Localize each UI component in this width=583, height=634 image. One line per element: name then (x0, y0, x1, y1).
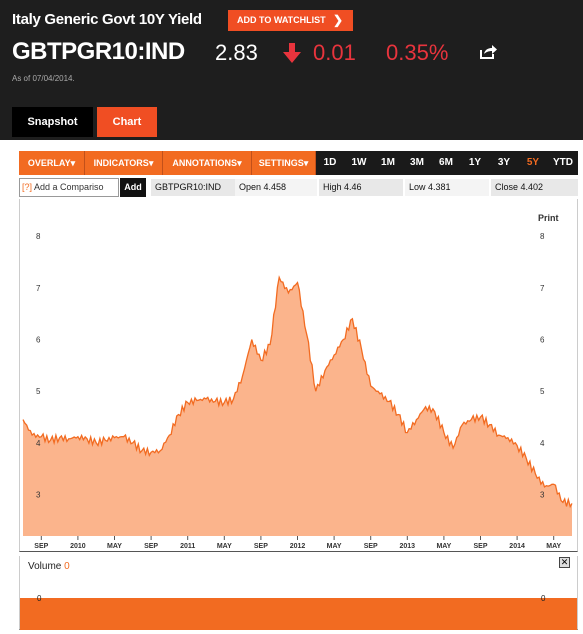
settings-menu-label: SETTINGS (258, 158, 304, 168)
range-1m[interactable]: 1M (381, 157, 395, 168)
as-of-date: As of 07/04/2014. (12, 74, 75, 83)
y-tick-left: 8 (36, 232, 41, 241)
range-1y[interactable]: 1Y (468, 157, 482, 168)
ticker-symbol: GBTPGR10:IND (12, 38, 185, 65)
overlay-menu[interactable]: OVERLAY▾ (19, 151, 85, 175)
price-change: 0.01 (313, 40, 356, 65)
x-tick-label: SEP (34, 543, 48, 550)
close-value: Close 4.402 (491, 179, 578, 196)
range-5y[interactable]: 5Y (526, 157, 540, 168)
price-area (23, 277, 572, 536)
chart-toolbar: OVERLAY▾ INDICATORS▾ ANNOTATIONS▾ SETTIN… (19, 151, 578, 175)
x-axis-labels: SEP 2010 MAY SEP 2011 MAY SEP 2012 MAY SEP 2013 MAY… (34, 536, 561, 550)
range-1w[interactable]: 1W (351, 157, 367, 168)
security-title: Italy Generic Govt 10Y Yield (12, 11, 202, 28)
y-tick-right: 7 (540, 284, 545, 293)
volume-value: 0 (64, 561, 70, 572)
price-line (22, 275, 573, 509)
print-link[interactable]: Print (538, 213, 559, 223)
range-1d[interactable]: 1D (323, 157, 337, 168)
y-tick-right: 6 (540, 335, 545, 344)
annotations-menu-label: ANNOTATIONS (172, 158, 238, 168)
percent-change: 0.35% (386, 40, 449, 65)
quote-info-row: [?] Add a Compariso Add GBTPGR10:IND Ope… (19, 178, 578, 197)
volume-title: Volume (28, 561, 62, 572)
compare-input[interactable]: [?] Add a Compariso (19, 178, 119, 197)
indicators-menu[interactable]: INDICATORS▾ (85, 151, 163, 175)
low-value: Low 4.381 (405, 179, 489, 196)
x-tick-label: 2012 (290, 543, 306, 550)
down-arrow-icon (283, 43, 301, 63)
annotations-menu[interactable]: ANNOTATIONS▾ (163, 151, 252, 175)
add-comparison-button[interactable]: Add (120, 178, 146, 197)
x-tick-label: 2010 (70, 543, 86, 550)
x-tick-label: MAY (546, 543, 561, 550)
volume-axis-right: 0 (541, 594, 546, 603)
add-to-watchlist-button[interactable]: ADD TO WATCHLIST ❯ (228, 10, 353, 31)
quote-header: Italy Generic Govt 10Y Yield ADD TO WATC… (0, 0, 583, 140)
range-6m[interactable]: 6M (439, 157, 453, 168)
x-tick-label: SEP (473, 543, 487, 550)
close-icon[interactable]: ✕ (559, 557, 570, 568)
x-tick-label: 2011 (180, 543, 195, 550)
y-tick-right: 5 (540, 387, 545, 396)
share-icon[interactable] (480, 44, 497, 59)
x-tick-label: SEP (364, 543, 378, 550)
x-tick-label: MAY (327, 543, 342, 550)
tab-chart[interactable]: Chart (97, 107, 157, 137)
y-tick-right: 8 (540, 232, 545, 241)
tab-snapshot[interactable]: Snapshot (12, 107, 93, 137)
range-3y[interactable]: 3Y (497, 157, 511, 168)
indicators-menu-label: INDICATORS (93, 158, 149, 168)
x-tick-label: 2014 (509, 543, 525, 550)
chevron-right-icon: ❯ (332, 13, 343, 27)
compare-placeholder: Add a Compariso (34, 182, 104, 192)
plot-area (22, 275, 573, 536)
x-tick-label: SEP (144, 543, 158, 550)
help-icon[interactable]: [?] (22, 182, 33, 192)
volume-label: Volume 0 (28, 561, 70, 572)
x-tick-label: MAY (107, 543, 122, 550)
last-price: 2.83 (215, 40, 258, 65)
settings-menu[interactable]: SETTINGS▾ (252, 151, 316, 175)
volume-bar (20, 598, 577, 630)
y-tick-left: 5 (36, 387, 41, 396)
y-tick-left: 6 (36, 335, 41, 344)
range-ytd[interactable]: YTD (553, 157, 573, 168)
open-value: Open 4.458 (235, 179, 317, 196)
symbol-cell: GBTPGR10:IND (151, 179, 235, 196)
y-tick-left: 3 (36, 491, 41, 500)
range-3m[interactable]: 3M (410, 157, 424, 168)
x-tick-label: SEP (254, 543, 268, 550)
volume-axis-left: 0 (37, 594, 42, 603)
x-tick-label: 2013 (400, 543, 416, 550)
x-tick-label: MAY (217, 543, 232, 550)
y-tick-right: 4 (540, 439, 545, 448)
overlay-menu-label: OVERLAY (27, 158, 71, 168)
y-tick-left: 7 (36, 284, 41, 293)
x-tick-label: MAY (436, 543, 451, 550)
price-chart[interactable] (19, 199, 578, 552)
high-value: High 4.46 (319, 179, 403, 196)
y-tick-left: 4 (36, 439, 41, 448)
y-axis-labels: 3 3 4 4 5 5 6 6 7 7 8 8 (36, 232, 545, 500)
watchlist-button-label: ADD TO WATCHLIST (237, 15, 326, 25)
y-tick-right: 3 (540, 491, 545, 500)
